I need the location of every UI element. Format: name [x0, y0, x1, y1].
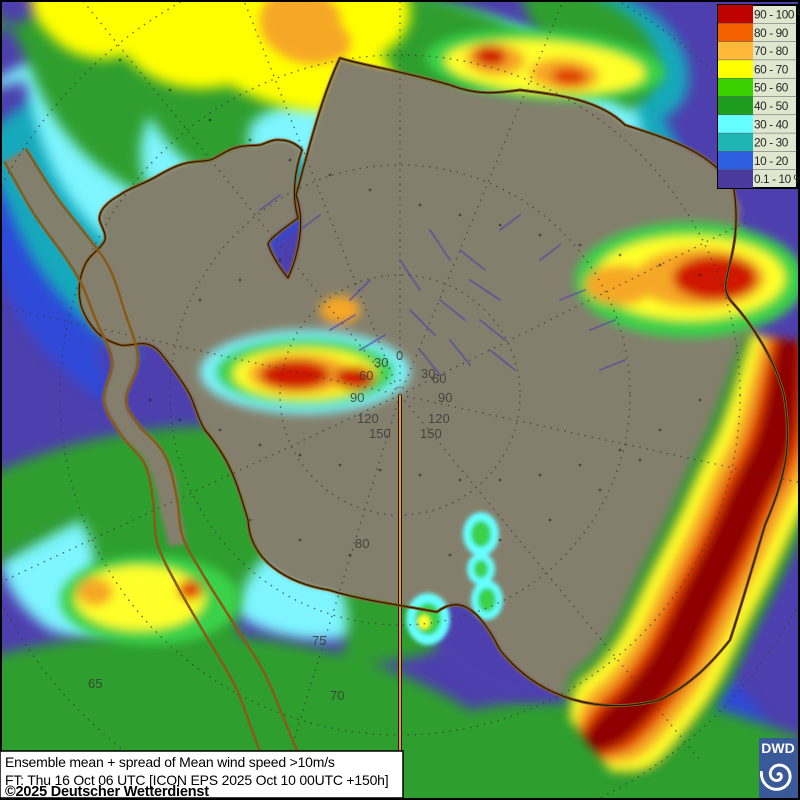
svg-text:150: 150: [420, 426, 442, 441]
svg-text:80: 80: [355, 536, 369, 551]
svg-text:0: 0: [396, 348, 403, 363]
svg-text:70 - 80: 70 - 80: [754, 44, 789, 58]
svg-text:60 - 70: 60 - 70: [754, 62, 789, 76]
svg-text:120: 120: [428, 411, 450, 426]
svg-text:90: 90: [350, 390, 364, 405]
svg-text:10 - 20: 10 - 20: [754, 154, 789, 168]
svg-text:65: 65: [88, 676, 102, 691]
svg-text:80 - 90: 80 - 90: [754, 26, 789, 40]
svg-text:0.1 - 10 %: 0.1 - 10 %: [754, 172, 800, 186]
svg-text:Ensemble mean + spread of Mean: Ensemble mean + spread of Mean wind spee…: [5, 754, 335, 770]
svg-text:50 - 60: 50 - 60: [754, 81, 789, 95]
svg-text:90 - 100 %: 90 - 100 %: [754, 8, 800, 22]
svg-text:40 - 50: 40 - 50: [754, 99, 789, 113]
svg-text:20 - 30: 20 - 30: [754, 136, 789, 150]
svg-text:150: 150: [369, 426, 391, 441]
svg-text:60: 60: [359, 368, 373, 383]
svg-text:©2025 Deutscher Wetterdienst: ©2025 Deutscher Wetterdienst: [5, 784, 209, 800]
svg-text:90: 90: [438, 390, 452, 405]
svg-text:DWD: DWD: [761, 740, 794, 756]
svg-text:75: 75: [312, 633, 326, 648]
svg-text:70: 70: [330, 688, 344, 703]
svg-text:120: 120: [357, 411, 379, 426]
svg-text:30: 30: [374, 355, 388, 370]
svg-text:30 - 40: 30 - 40: [754, 117, 789, 131]
